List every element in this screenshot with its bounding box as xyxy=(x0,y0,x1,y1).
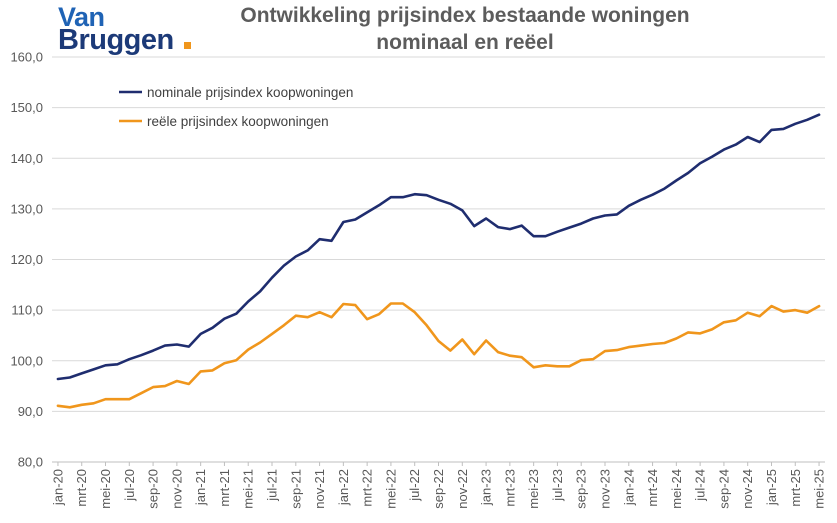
gridlines xyxy=(52,56,825,412)
y-tick-label: 80,0 xyxy=(18,455,43,470)
x-tick-label: nov-23 xyxy=(597,469,612,509)
x-tick-label: jan-22 xyxy=(336,469,351,506)
y-tick-label: 100,0 xyxy=(10,353,43,368)
x-tick-label: mrt-25 xyxy=(788,469,803,507)
logo-word-bruggen: Bruggen xyxy=(58,24,174,56)
x-tick-label: jan-25 xyxy=(764,469,779,506)
series-lines xyxy=(56,113,821,409)
x-tick-label: mei-25 xyxy=(812,469,827,509)
legend-label-real: reële prijsindex koopwoningen xyxy=(147,114,329,129)
x-tick-label: sep-22 xyxy=(431,469,446,509)
x-tick-label: mrt-20 xyxy=(74,469,89,507)
y-tick-label: 90,0 xyxy=(18,404,43,419)
x-tick-label: sep-23 xyxy=(574,469,589,509)
legend-label-nominal: nominale prijsindex koopwoningen xyxy=(147,85,353,100)
logo-dot xyxy=(184,42,191,49)
x-tick-label: jul-23 xyxy=(550,469,565,502)
x-tick-label: jul-20 xyxy=(122,469,137,502)
x-axis-ticks: jan-20 mrt-20 mei-20 jul-20 sep-20 nov-20 jan-… xyxy=(50,462,827,509)
x-tick-label: nov-20 xyxy=(169,469,184,509)
series-line-real xyxy=(56,302,821,409)
y-axis-ticks: 80,0 90,0 100,0 110,0 120,0 130,0 140,0 150,0 16… xyxy=(10,50,43,470)
y-tick-label: 130,0 xyxy=(10,201,43,216)
chart-title-block: Ontwikkeling prijsindex bestaande woning… xyxy=(170,2,760,56)
chart-title: Ontwikkeling prijsindex bestaande woning… xyxy=(240,4,690,27)
y-tick-label: 150,0 xyxy=(10,100,43,115)
legend: nominale prijsindex koopwoningen reële pr… xyxy=(119,85,353,129)
x-tick-label: mei-22 xyxy=(383,469,398,509)
x-tick-label: mrt-21 xyxy=(217,469,232,507)
y-tick-label: 160,0 xyxy=(10,50,43,65)
x-tick-label: sep-21 xyxy=(288,469,303,509)
x-tick-label: jan-23 xyxy=(479,469,494,506)
x-tick-label: jan-21 xyxy=(193,469,208,506)
x-tick-label: mrt-23 xyxy=(502,469,517,507)
x-tick-label: mei-23 xyxy=(526,469,541,509)
x-tick-label: sep-20 xyxy=(146,469,161,509)
company-logo: Van Bruggen xyxy=(58,2,198,56)
chart-subtitle: nominaal en reëel xyxy=(376,31,554,54)
series-line-nominal xyxy=(56,113,821,381)
x-tick-label: nov-24 xyxy=(740,469,755,509)
y-tick-label: 140,0 xyxy=(10,151,43,166)
x-tick-label: jan-24 xyxy=(621,469,636,506)
x-tick-label: nov-21 xyxy=(312,469,327,509)
x-tick-label: sep-24 xyxy=(716,469,731,509)
x-tick-label: nov-22 xyxy=(455,469,470,509)
x-tick-label: jan-20 xyxy=(50,469,65,506)
logo-word-van: Van xyxy=(58,2,105,32)
x-tick-label: mrt-22 xyxy=(360,469,375,507)
x-tick-label: jul-22 xyxy=(407,469,422,502)
x-tick-label: jul-24 xyxy=(693,469,708,502)
x-tick-label: mrt-24 xyxy=(645,469,660,507)
y-tick-label: 110,0 xyxy=(11,303,43,318)
y-tick-label: 120,0 xyxy=(10,252,43,267)
x-tick-label: mei-20 xyxy=(98,469,113,509)
x-tick-label: mei-21 xyxy=(241,469,256,509)
x-tick-label: mei-24 xyxy=(669,469,684,509)
x-tick-label: jul-21 xyxy=(265,469,280,502)
